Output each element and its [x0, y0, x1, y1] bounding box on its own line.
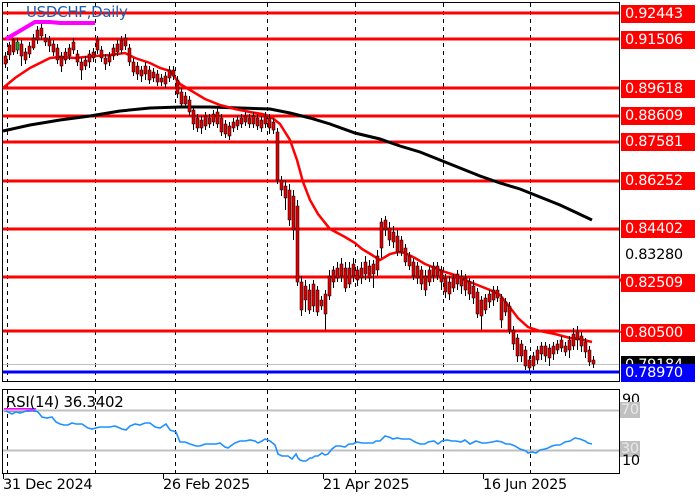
time-axis-label: 26 Feb 2025: [163, 477, 250, 493]
current-price-label: 0.79184: [621, 356, 695, 366]
rsi-title: RSI(14) 36.3402: [6, 393, 124, 411]
price-level-label: 0.91506: [621, 31, 695, 49]
rsi-axis-10: 10: [622, 453, 640, 469]
price-level-label: 0.86252: [621, 172, 695, 190]
price-level-label: 0.82509: [621, 274, 695, 292]
time-tick: [3, 474, 4, 479]
price-trendline: [4, 20, 95, 41]
time-tick: [323, 474, 324, 479]
time-axis-label: 21 Apr 2025: [323, 477, 410, 493]
chart-title: USDCHF,Daily: [26, 3, 128, 21]
horizontal-levels: [3, 11, 619, 333]
long-moving-average: [2, 105, 593, 222]
candlesticks: [3, 24, 596, 372]
price-tick-label: 0.83280: [625, 247, 683, 263]
rsi-panel-frame: [2, 389, 620, 474]
rsi-axis-70: 70: [620, 402, 640, 418]
time-axis-label: 31 Dec 2024: [3, 477, 93, 493]
price-level-label: 0.89618: [621, 80, 695, 98]
time-tick: [163, 474, 164, 479]
rsi-axis-30: 30: [620, 441, 640, 457]
rsi-line: [5, 409, 593, 462]
time-axis-label: 16 Jun 2025: [483, 477, 567, 493]
vertical-grid-lines: [7, 3, 531, 473]
price-level-label: 0.88609: [621, 107, 695, 125]
price-level-label: 0.84402: [621, 220, 695, 238]
price-level-label: 0.87581: [621, 133, 695, 151]
price-level-label: 0.92443: [621, 5, 695, 23]
time-tick: [483, 474, 484, 479]
price-level-label: 0.80500: [621, 324, 695, 342]
support-price-label: 0.78970: [621, 364, 695, 382]
